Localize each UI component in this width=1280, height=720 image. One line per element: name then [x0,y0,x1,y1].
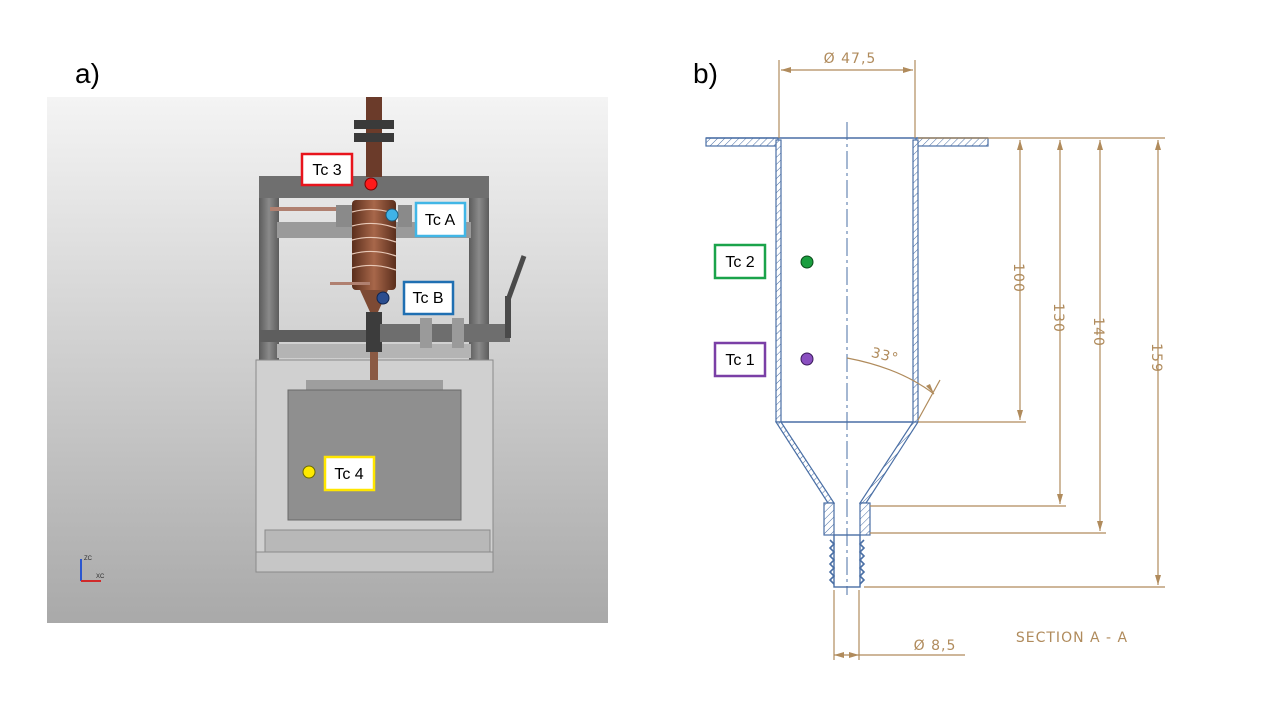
horizontal-shaft [380,324,510,342]
tcB-dot [376,291,390,305]
tc3-label-box [300,152,354,187]
dia-top-text: Ø 47,5 [824,51,877,67]
dim-130-text: 130 [1050,303,1066,333]
cone-wall-right [858,421,920,504]
top-bracket-left [336,205,352,227]
tcA-label-box [414,201,467,238]
angle-leader [917,379,941,421]
furnace-chamber [287,389,462,521]
lever-handle [505,255,527,301]
furnace-base [264,529,491,553]
coil-lead [330,282,370,285]
axis-xc: XC [96,574,105,580]
furnace-lid [306,380,443,392]
dim-159-text: 159 [1148,343,1164,373]
tcB-marker: Tc B [376,280,455,316]
nozzle-wall-right [859,502,871,536]
axis-zc: ZC [84,556,93,562]
angle-text: 33° [870,345,901,367]
dim-100-text: 100 [1010,263,1026,293]
top-bracket-right [398,205,412,227]
nozzle-wall-left [823,502,835,536]
tc4-marker: Tc 4 [302,455,376,492]
tc4-label-box [323,455,376,492]
panel-b-letter: b) [693,58,718,89]
tc2-dot [800,255,814,269]
technical-drawing: Ø 47,5 100 130 140 159 [705,51,1165,660]
tcB-label: Tc B [412,290,443,307]
cad-rendering: ZC XC Tc 3 Tc A Tc B Tc 4 [47,97,608,623]
tc1-dot [800,352,814,366]
shaft-clamp-2 [354,133,394,142]
tc4-dot [302,465,316,479]
angle-arc [846,357,935,395]
shaft-bearing-1 [420,318,432,348]
tc1-label-box [713,341,767,378]
shaft-bearing-2 [452,318,464,348]
tc1-label: Tc 1 [725,352,754,369]
dim-140-text: 140 [1090,317,1106,347]
vertical-dimensions: 100 130 140 159 [864,137,1165,588]
tc3-label: Tc 3 [312,162,341,179]
nozzle-holder [366,312,382,352]
thread-right [858,539,866,585]
tc2-label-box [713,243,767,280]
tcA-dot [385,208,399,222]
top-rod [270,207,380,211]
flange-left [705,137,779,147]
tcA-label: Tc A [425,212,456,229]
thread-left [828,539,836,585]
nozzle [370,352,378,380]
tc2-label: Tc 2 [725,254,754,271]
cone-wall-left [774,421,836,504]
furnace-foot [255,551,494,573]
tc3-marker: Tc 3 [300,152,378,191]
tcB-label-box [402,280,455,316]
wall-right [912,139,919,423]
wall-left [775,139,782,423]
shaft-clamp-1 [354,120,394,129]
tc2-marker: Tc 2 [713,243,814,280]
panel-a-letter: a) [75,58,100,89]
axes-triad: ZC XC [80,556,105,582]
tc1-marker: Tc 1 [713,341,814,378]
induction-coil [352,200,396,290]
tcA-marker: Tc A [385,201,467,238]
flange-right [915,137,989,147]
lever-arm [505,296,511,338]
tc3-dot [364,177,378,191]
section-label: SECTION A - A [1016,630,1128,646]
dia-bottom-text: Ø 8,5 [914,638,957,654]
tc4-label: Tc 4 [334,466,363,483]
